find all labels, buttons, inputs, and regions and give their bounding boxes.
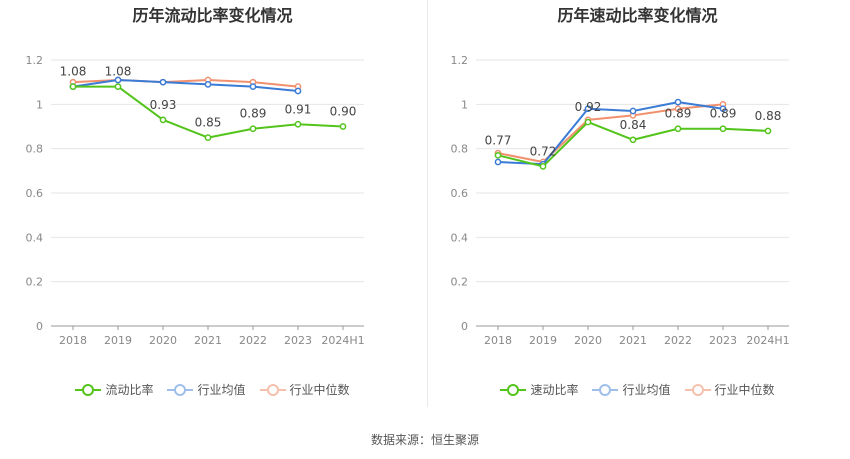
data-label: 0.93 xyxy=(150,98,177,112)
x-tick-label: 2021 xyxy=(194,334,222,347)
legend-marker-icon xyxy=(259,383,286,397)
data-point xyxy=(249,83,257,90)
data-point xyxy=(764,127,772,135)
x-tick-label: 2022 xyxy=(664,334,692,347)
data-point xyxy=(294,120,302,128)
legend-item-industry-average[interactable]: 行业均值 xyxy=(592,381,671,398)
data-point xyxy=(539,163,547,170)
y-tick-label: 1 xyxy=(36,98,43,111)
chart-title: 历年速动比率变化情况 xyxy=(557,6,718,25)
data-source-note: 数据来源：恒生聚源 xyxy=(370,433,479,447)
data-label: 0.89 xyxy=(710,107,737,121)
data-point xyxy=(719,125,727,133)
data-point xyxy=(114,76,122,84)
x-tick-label: 2024H1 xyxy=(321,334,364,347)
data-point xyxy=(204,81,212,88)
x-tick-label: 2022 xyxy=(239,334,267,347)
x-tick-label: 2019 xyxy=(104,334,132,347)
data-point xyxy=(249,125,257,133)
data-point xyxy=(159,116,167,124)
x-tick-label: 2023 xyxy=(709,334,737,347)
data-label: 0.72 xyxy=(530,144,557,158)
data-point xyxy=(294,87,302,95)
quick-ratio-chart: 0 0.2 0.4 0.6 0.8 1 1.2 2018 2019 2020 2021 2022 202… xyxy=(451,54,790,347)
y-tick-label: 0.2 xyxy=(451,276,469,289)
data-label: 0.89 xyxy=(665,107,692,121)
y-tick-label: 0.8 xyxy=(26,143,44,156)
x-tick-label: 2021 xyxy=(619,334,647,347)
y-tick-label: 1.2 xyxy=(451,54,469,67)
legend-marker-icon xyxy=(684,383,711,397)
data-label: 0.84 xyxy=(620,118,647,132)
y-tick-label: 0 xyxy=(461,320,468,333)
series-line-1 xyxy=(72,78,299,93)
legend-label: 流动比率 xyxy=(105,383,154,397)
legend: 流动比率 行业均值 行业中位数 xyxy=(0,381,425,398)
legend-label: 行业中位数 xyxy=(289,383,350,397)
panel-divider xyxy=(427,0,428,407)
data-point xyxy=(339,123,347,130)
data-point xyxy=(674,98,682,106)
x-tick-label: 2023 xyxy=(284,334,312,347)
legend-item-industry-average[interactable]: 行业均值 xyxy=(167,381,246,398)
data-point xyxy=(494,158,502,166)
x-tick-label: 2020 xyxy=(574,334,602,347)
y-tick-label: 0.8 xyxy=(451,143,469,156)
data-point xyxy=(204,134,212,141)
data-label: 0.89 xyxy=(240,107,267,121)
y-tick-label: 1.2 xyxy=(26,54,44,67)
y-tick-label: 0.6 xyxy=(451,187,469,200)
x-tick-label: 2018 xyxy=(484,334,512,347)
data-point xyxy=(674,125,682,133)
legend-item-quick-ratio[interactable]: 速动比率 xyxy=(500,381,578,398)
data-point xyxy=(159,78,167,86)
data-label: 1.08 xyxy=(60,65,87,79)
legend: 速动比率 行业均值 行业中位数 xyxy=(425,381,850,398)
legend-marker-icon xyxy=(167,383,194,397)
y-tick-label: 0.6 xyxy=(26,187,44,200)
data-point xyxy=(629,107,637,115)
chart-title: 历年流动比率变化情况 xyxy=(132,6,293,25)
data-point xyxy=(584,105,592,113)
data-point xyxy=(629,136,637,144)
data-label: 0.92 xyxy=(575,100,602,114)
data-label: 1.08 xyxy=(105,65,132,79)
legend-label: 速动比率 xyxy=(530,383,579,397)
data-point xyxy=(494,151,502,159)
data-point xyxy=(719,105,727,113)
data-point xyxy=(674,105,682,113)
legend-marker-icon xyxy=(592,383,619,397)
current-ratio-panel: 历年流动比率变化情况 0 0.2 0.4 0.6 0.8 1 1.2 2018 2019 2020… xyxy=(0,0,425,420)
x-tick-label: 2018 xyxy=(59,334,87,347)
data-point xyxy=(114,83,122,90)
data-label: 0.91 xyxy=(285,102,312,116)
current-ratio-chart: 0 0.2 0.4 0.6 0.8 1 1.2 2018 2019 2020 2021 2022 202… xyxy=(26,54,365,347)
x-tick-label: 2024H1 xyxy=(746,334,789,347)
legend-item-industry-median[interactable]: 行业中位数 xyxy=(259,381,350,398)
legend-marker-icon xyxy=(75,383,102,397)
data-label: 0.88 xyxy=(755,109,782,123)
data-label: 0.90 xyxy=(330,105,357,119)
y-tick-label: 0.2 xyxy=(26,276,44,289)
data-label: 0.85 xyxy=(195,116,222,130)
legend-label: 行业均值 xyxy=(197,383,246,397)
y-tick-label: 0.4 xyxy=(451,231,469,244)
legend-item-current-ratio[interactable]: 流动比率 xyxy=(75,381,153,398)
y-tick-label: 0 xyxy=(36,320,43,333)
data-point xyxy=(69,83,77,90)
legend-item-industry-median[interactable]: 行业中位数 xyxy=(684,381,775,398)
x-tick-label: 2019 xyxy=(529,334,557,347)
series-line-2 xyxy=(497,103,724,163)
x-tick-label: 2020 xyxy=(149,334,177,347)
data-point xyxy=(584,118,592,126)
quick-ratio-panel: 历年速动比率变化情况 0 0.2 0.4 0.6 0.8 1 1.2 2018 2019 2020… xyxy=(425,0,850,420)
legend-marker-icon xyxy=(500,383,527,397)
y-tick-label: 1 xyxy=(461,98,468,111)
legend-label: 行业均值 xyxy=(622,383,671,397)
y-tick-label: 0.4 xyxy=(26,231,44,244)
legend-label: 行业中位数 xyxy=(714,383,775,397)
data-label: 0.77 xyxy=(485,133,512,147)
